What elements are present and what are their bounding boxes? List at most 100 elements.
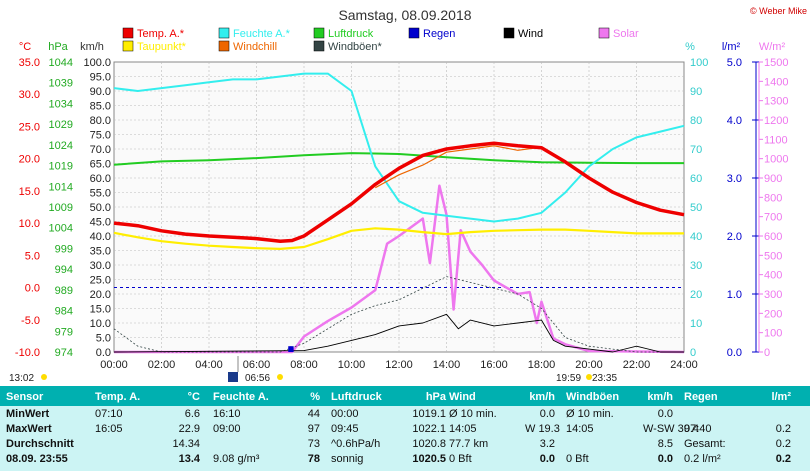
table-cell: 07:10 (95, 408, 123, 420)
tick-label-hpa: 1009 (49, 202, 73, 214)
axis-unit-hpa: hPa (48, 41, 68, 53)
tick-label-kmh: 65.0 (90, 159, 111, 171)
table-cell: 07:40 (684, 423, 712, 435)
table-cell: 3.2 (539, 438, 555, 450)
tick-label-kmh: 10.0 (90, 318, 111, 330)
series-wind (113, 313, 684, 353)
table-cell: ^0.6hPa/h (331, 438, 381, 450)
table-cell: W-SW 39.4 (643, 423, 700, 435)
legend-swatch (122, 27, 134, 39)
tick-label-celsius: 35.0 (19, 57, 40, 69)
table-cell: 09:45 (331, 423, 359, 435)
tick-label-lm2: 3.0 (727, 173, 742, 185)
tick-label-hpa: 1004 (49, 223, 73, 235)
table-cell: 14.34 (172, 438, 200, 450)
tick-label-kmh: 80.0 (90, 115, 111, 127)
tick-label-hpa: 989 (55, 285, 73, 297)
legend-label: Temp. A.* (137, 28, 185, 40)
legend-swatch (313, 40, 325, 52)
sun-moon-bar: 13:02 06:56 19:59 23:35 (9, 356, 617, 384)
tick-label-hpa: 1034 (49, 98, 73, 110)
moonrise-time: 13:02 (9, 373, 34, 384)
tick-label-wm2: 800 (764, 192, 782, 204)
tick-label-time: 08:00 (290, 359, 318, 371)
chart-series (113, 72, 685, 354)
tick-label-time: 00:00 (100, 359, 128, 371)
tick-label-hpa: 979 (55, 326, 73, 338)
table-cell: 0.0 (657, 453, 673, 465)
legend-swatch (598, 27, 610, 39)
tick-label-kmh: 40.0 (90, 231, 111, 243)
chart-legend: Temp. A.* Feuchte A.* Luftdruck Regen Wind So… (122, 27, 639, 53)
tick-label-percent: 60 (690, 173, 702, 185)
sunset-time: 19:59 (556, 373, 581, 384)
legend-swatch (408, 27, 420, 39)
table-cell: 1022.1 (412, 423, 446, 435)
tick-label-time: 16:00 (480, 359, 508, 371)
tick-label-celsius: 10.0 (19, 218, 40, 230)
tick-label-percent: 90 (690, 86, 702, 98)
tick-label-lm2: 2.0 (727, 231, 742, 243)
tick-label-kmh: 70.0 (90, 144, 111, 156)
table-cell: 9.08 g/m³ (213, 453, 260, 465)
tick-label-wm2: 1400 (764, 76, 788, 88)
tick-label-celsius: -10.0 (15, 347, 40, 359)
tick-label-hpa: 974 (55, 347, 73, 359)
tick-label-celsius: 20.0 (19, 154, 40, 166)
tick-label-wm2: 300 (764, 289, 782, 301)
series-windboeen (113, 276, 684, 353)
legend-label: Luftdruck (328, 28, 374, 40)
table-cell: 13.4 (178, 453, 200, 465)
chart-title: Samstag, 08.09.2018 (338, 7, 471, 23)
table-cell: Gesamt: (684, 438, 726, 450)
tick-label-time: 24:00 (670, 359, 698, 371)
legend-swatch (503, 27, 515, 39)
table-header-cell: Windböen (566, 391, 620, 403)
legend-swatch (122, 40, 134, 52)
tick-label-time: 04:00 (195, 359, 223, 371)
tick-label-kmh: 75.0 (90, 130, 111, 142)
tick-label-kmh: 55.0 (90, 188, 111, 200)
legend-swatch (218, 27, 230, 39)
chart-axes: °C hPa km/h% l/m² W/m² 35.0 30.0 25.0 20.0 15.0 10… (15, 41, 789, 371)
table-cell: 0.0 (539, 408, 555, 420)
table-header-cell: l/m² (771, 391, 791, 403)
tick-label-wm2: 400 (764, 270, 782, 282)
table-cell: 0.2 (775, 423, 791, 435)
legend-label: Wind (518, 28, 543, 40)
tick-label-hpa: 1044 (49, 57, 73, 69)
table-cell: 97 (307, 423, 320, 435)
table-cell: 0.2 l/m² (684, 453, 721, 465)
table-cell: 16:10 (213, 408, 241, 420)
table-row-label: Durchschnitt (6, 438, 74, 450)
tick-label-wm2: 0 (764, 347, 770, 359)
tick-label-hpa: 984 (55, 306, 73, 318)
legend-label: Regen (423, 28, 455, 40)
tick-label-wm2: 900 (764, 173, 782, 185)
axis-unit-lm2: l/m² (722, 41, 741, 53)
tick-label-wm2: 1300 (764, 96, 788, 108)
legend-label: Solar (613, 28, 639, 40)
tick-label-lm2: 0.0 (727, 347, 742, 359)
tick-label-hpa: 1029 (49, 119, 73, 131)
sunset-sun-icon (586, 374, 592, 380)
moonset-time: 23:35 (592, 373, 617, 384)
table-header-cell: Wind (449, 391, 476, 403)
tick-label-wm2: 1500 (764, 57, 788, 69)
series-temp (113, 141, 685, 243)
axis-unit-wm2: W/m² (759, 41, 786, 53)
legend-label: Windböen* (328, 41, 383, 53)
tick-label-kmh: 25.0 (90, 275, 111, 287)
tick-label-celsius: 25.0 (19, 121, 40, 133)
table-header-cell: °C (187, 391, 200, 403)
table-cell: 44 (307, 408, 320, 420)
legend-label: Windchill (233, 41, 277, 53)
weather-chart: Samstag, 08.09.2018 © Weber Mike Temp. A… (9, 6, 807, 384)
sun-icon (277, 374, 283, 380)
table-cell: 8.5 (657, 438, 673, 450)
legend-swatch (313, 27, 325, 39)
tick-label-kmh: 95.0 (90, 72, 111, 84)
table-header-cell: % (310, 391, 320, 403)
table-cell: 14:05 (566, 423, 594, 435)
tick-label-wm2: 1100 (764, 134, 788, 146)
